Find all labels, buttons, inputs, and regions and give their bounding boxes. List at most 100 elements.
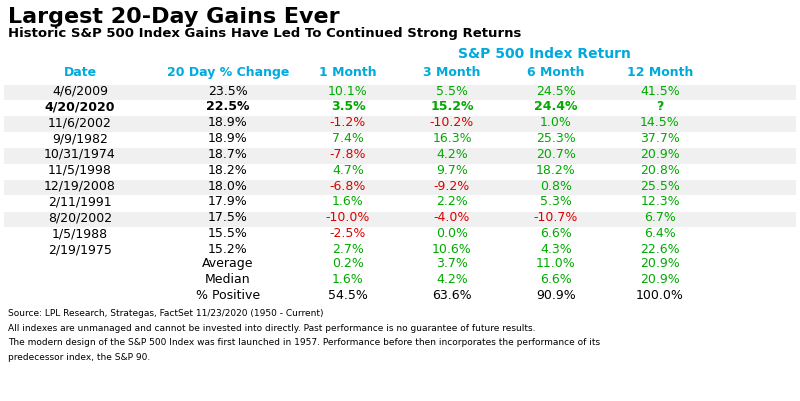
Text: 6 Month: 6 Month <box>527 67 585 79</box>
Text: -1.2%: -1.2% <box>330 116 366 129</box>
Text: Median: Median <box>205 273 251 286</box>
Text: -10.2%: -10.2% <box>430 116 474 129</box>
FancyBboxPatch shape <box>4 273 796 289</box>
Text: 37.7%: 37.7% <box>640 132 680 145</box>
Text: 15.2%: 15.2% <box>430 100 474 113</box>
Text: 24.4%: 24.4% <box>534 100 578 113</box>
Text: 25.5%: 25.5% <box>640 180 680 192</box>
Text: 18.0%: 18.0% <box>208 180 248 192</box>
Text: 0.0%: 0.0% <box>436 227 468 240</box>
Text: -10.7%: -10.7% <box>534 211 578 224</box>
Text: 20.9%: 20.9% <box>640 257 680 270</box>
FancyBboxPatch shape <box>4 196 796 211</box>
Text: 15.5%: 15.5% <box>208 227 248 240</box>
Text: 20.8%: 20.8% <box>640 164 680 177</box>
FancyBboxPatch shape <box>4 258 796 273</box>
Text: 24.5%: 24.5% <box>536 85 576 97</box>
Text: 5.5%: 5.5% <box>436 85 468 97</box>
Text: 12/19/2008: 12/19/2008 <box>44 180 116 192</box>
Text: 4.2%: 4.2% <box>436 148 468 161</box>
Text: 6.7%: 6.7% <box>644 211 676 224</box>
Text: 2.2%: 2.2% <box>436 196 468 209</box>
Text: 5.3%: 5.3% <box>540 196 572 209</box>
Text: 1.0%: 1.0% <box>540 116 572 129</box>
FancyBboxPatch shape <box>4 227 796 243</box>
Text: 6.6%: 6.6% <box>540 273 572 286</box>
Text: -6.8%: -6.8% <box>330 180 366 192</box>
Text: 18.9%: 18.9% <box>208 116 248 129</box>
Text: % Positive: % Positive <box>196 289 260 302</box>
Text: 17.9%: 17.9% <box>208 196 248 209</box>
Text: 16.3%: 16.3% <box>432 132 472 145</box>
Text: 20.9%: 20.9% <box>640 148 680 161</box>
Text: predecessor index, the S&P 90.: predecessor index, the S&P 90. <box>8 353 150 362</box>
Text: 22.6%: 22.6% <box>640 243 680 256</box>
Text: Historic S&P 500 Index Gains Have Led To Continued Strong Returns: Historic S&P 500 Index Gains Have Led To… <box>8 27 522 40</box>
Text: 18.2%: 18.2% <box>536 164 576 177</box>
FancyBboxPatch shape <box>4 243 796 259</box>
Text: 4.2%: 4.2% <box>436 273 468 286</box>
Text: 11/5/1998: 11/5/1998 <box>48 164 112 177</box>
FancyBboxPatch shape <box>4 148 796 164</box>
Text: 1.6%: 1.6% <box>332 273 364 286</box>
Text: Average: Average <box>202 257 254 270</box>
FancyBboxPatch shape <box>4 180 796 195</box>
FancyBboxPatch shape <box>4 132 796 148</box>
Text: 10.6%: 10.6% <box>432 243 472 256</box>
Text: 12.3%: 12.3% <box>640 196 680 209</box>
Text: 90.9%: 90.9% <box>536 289 576 302</box>
Text: -9.2%: -9.2% <box>434 180 470 192</box>
Text: 2.7%: 2.7% <box>332 243 364 256</box>
Text: 10.1%: 10.1% <box>328 85 368 97</box>
Text: 3.7%: 3.7% <box>436 257 468 270</box>
Text: 9.7%: 9.7% <box>436 164 468 177</box>
Text: 0.8%: 0.8% <box>540 180 572 192</box>
Text: 25.3%: 25.3% <box>536 132 576 145</box>
Text: -4.0%: -4.0% <box>434 211 470 224</box>
Text: 2/19/1975: 2/19/1975 <box>48 243 112 256</box>
Text: 6.4%: 6.4% <box>644 227 676 240</box>
Text: 7.4%: 7.4% <box>332 132 364 145</box>
Text: 1 Month: 1 Month <box>319 67 377 79</box>
FancyBboxPatch shape <box>4 117 796 132</box>
Text: 63.6%: 63.6% <box>432 289 472 302</box>
FancyBboxPatch shape <box>4 164 796 179</box>
FancyBboxPatch shape <box>4 85 796 100</box>
FancyBboxPatch shape <box>4 101 796 116</box>
Text: 4/20/2020: 4/20/2020 <box>45 100 115 113</box>
Text: 22.5%: 22.5% <box>206 100 250 113</box>
Text: The modern design of the S&P 500 Index was first launched in 1957. Performance b: The modern design of the S&P 500 Index w… <box>8 338 600 347</box>
Text: 20.9%: 20.9% <box>640 273 680 286</box>
Text: 20 Day % Change: 20 Day % Change <box>167 67 289 79</box>
Text: 18.7%: 18.7% <box>208 148 248 161</box>
Text: 4.3%: 4.3% <box>540 243 572 256</box>
Text: ?: ? <box>656 100 664 113</box>
Text: 18.2%: 18.2% <box>208 164 248 177</box>
Text: 1/5/1988: 1/5/1988 <box>52 227 108 240</box>
Text: S&P 500 Index Return: S&P 500 Index Return <box>458 47 630 61</box>
Text: 3.5%: 3.5% <box>330 100 366 113</box>
Text: 1.6%: 1.6% <box>332 196 364 209</box>
Text: 4.7%: 4.7% <box>332 164 364 177</box>
Text: 11/6/2002: 11/6/2002 <box>48 116 112 129</box>
Text: 3 Month: 3 Month <box>423 67 481 79</box>
Text: 17.5%: 17.5% <box>208 211 248 224</box>
Text: 14.5%: 14.5% <box>640 116 680 129</box>
FancyBboxPatch shape <box>4 212 796 227</box>
Text: 11.0%: 11.0% <box>536 257 576 270</box>
Text: 15.2%: 15.2% <box>208 243 248 256</box>
FancyBboxPatch shape <box>4 290 796 305</box>
Text: -2.5%: -2.5% <box>330 227 366 240</box>
Text: All indexes are unmanaged and cannot be invested into directly. Past performance: All indexes are unmanaged and cannot be … <box>8 324 535 332</box>
Text: Date: Date <box>63 67 97 79</box>
Text: 12 Month: 12 Month <box>627 67 693 79</box>
Text: 6.6%: 6.6% <box>540 227 572 240</box>
Text: Source: LPL Research, Strategas, FactSet 11/23/2020 (1950 - Current): Source: LPL Research, Strategas, FactSet… <box>8 309 323 318</box>
Text: 18.9%: 18.9% <box>208 132 248 145</box>
Text: 41.5%: 41.5% <box>640 85 680 97</box>
Text: 0.2%: 0.2% <box>332 257 364 270</box>
Text: 9/9/1982: 9/9/1982 <box>52 132 108 145</box>
Text: -10.0%: -10.0% <box>326 211 370 224</box>
Text: 100.0%: 100.0% <box>636 289 684 302</box>
Text: 23.5%: 23.5% <box>208 85 248 97</box>
